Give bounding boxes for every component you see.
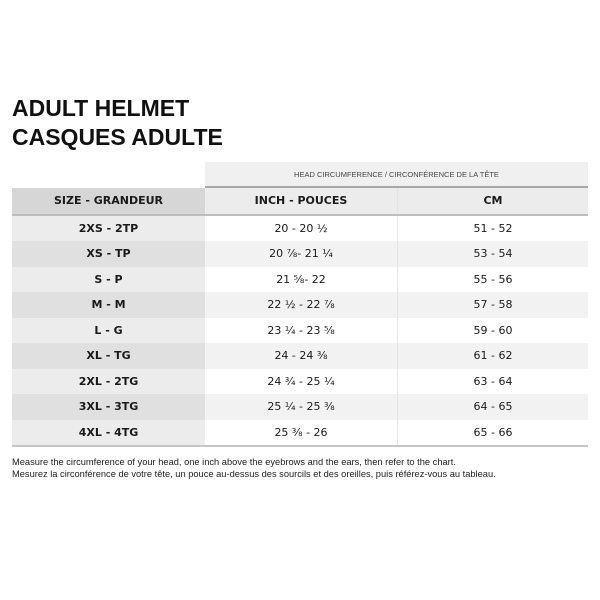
size-cell: 2XS - 2TP <box>12 214 205 241</box>
inch-cell: 25 ¼ - 25 ⅜ <box>205 394 398 420</box>
note-fr: Mesurez la circonférence de votre tête, … <box>12 468 496 479</box>
page-title: ADULT HELMET CASQUES ADULTE <box>12 94 223 152</box>
size-cell: L - G <box>12 317 205 343</box>
size-cell: S - P <box>12 266 205 292</box>
cm-cell: 61 - 62 <box>397 343 588 369</box>
table-row: S - P 21 ⅝- 22 55 - 56 <box>12 266 588 292</box>
cm-cell: 63 - 64 <box>397 368 588 394</box>
size-cell: M - M <box>12 292 205 318</box>
cm-cell: 51 - 52 <box>397 214 588 241</box>
size-cell: XL - TG <box>12 343 205 369</box>
inch-cell: 20 ⅞- 21 ¼ <box>205 241 398 267</box>
table-row: 2XS - 2TP 20 - 20 ½ 51 - 52 <box>12 214 588 241</box>
inch-cell: 25 ⅜ - 26 <box>205 419 398 447</box>
table-row: 2XL - 2TG 24 ¾ - 25 ¼ 63 - 64 <box>12 368 588 394</box>
inch-cell: 23 ¼ - 23 ⅝ <box>205 317 398 343</box>
table-row: 4XL - 4TG 25 ⅜ - 26 65 - 66 <box>12 419 588 447</box>
column-header-inch: INCH - POUCES <box>205 188 398 216</box>
size-cell: XS - TP <box>12 241 205 267</box>
inch-cell: 22 ½ - 22 ⅞ <box>205 292 398 318</box>
inch-cell: 21 ⅝- 22 <box>205 266 398 292</box>
table-row: 3XL - 3TG 25 ¼ - 25 ⅜ 64 - 65 <box>12 394 588 420</box>
size-cell: 4XL - 4TG <box>12 419 205 447</box>
measurement-note: Measure the circumference of your head, … <box>12 457 496 480</box>
header-row: SIZE - GRANDEUR INCH - POUCES CM <box>12 188 588 216</box>
table-row: L - G 23 ¼ - 23 ⅝ 59 - 60 <box>12 317 588 343</box>
cm-cell: 53 - 54 <box>397 241 588 267</box>
note-en: Measure the circumference of your head, … <box>12 457 456 467</box>
size-cell: 3XL - 3TG <box>12 394 205 420</box>
title-fr: CASQUES ADULTE <box>12 124 223 150</box>
table-row: XL - TG 24 - 24 ⅜ 61 - 62 <box>12 343 588 369</box>
cm-cell: 64 - 65 <box>397 394 588 420</box>
cm-cell: 59 - 60 <box>397 317 588 343</box>
table-row: XS - TP 20 ⅞- 21 ¼ 53 - 54 <box>12 241 588 267</box>
cm-cell: 57 - 58 <box>397 292 588 318</box>
table-row: M - M 22 ½ - 22 ⅞ 57 - 58 <box>12 292 588 318</box>
column-header-size: SIZE - GRANDEUR <box>12 188 205 216</box>
title-en: ADULT HELMET <box>12 95 190 121</box>
size-chart-table: SIZE - GRANDEUR INCH - POUCES CM 2XS - 2… <box>12 188 588 447</box>
column-header-cm: CM <box>397 188 588 216</box>
cm-cell: 55 - 56 <box>397 266 588 292</box>
size-cell: 2XL - 2TG <box>12 368 205 394</box>
group-header: HEAD CIRCUMFERENCE / CIRCONFÉRENCE DE LA… <box>205 162 588 188</box>
inch-cell: 20 - 20 ½ <box>205 214 398 241</box>
inch-cell: 24 - 24 ⅜ <box>205 343 398 369</box>
cm-cell: 65 - 66 <box>397 419 588 447</box>
inch-cell: 24 ¾ - 25 ¼ <box>205 368 398 394</box>
